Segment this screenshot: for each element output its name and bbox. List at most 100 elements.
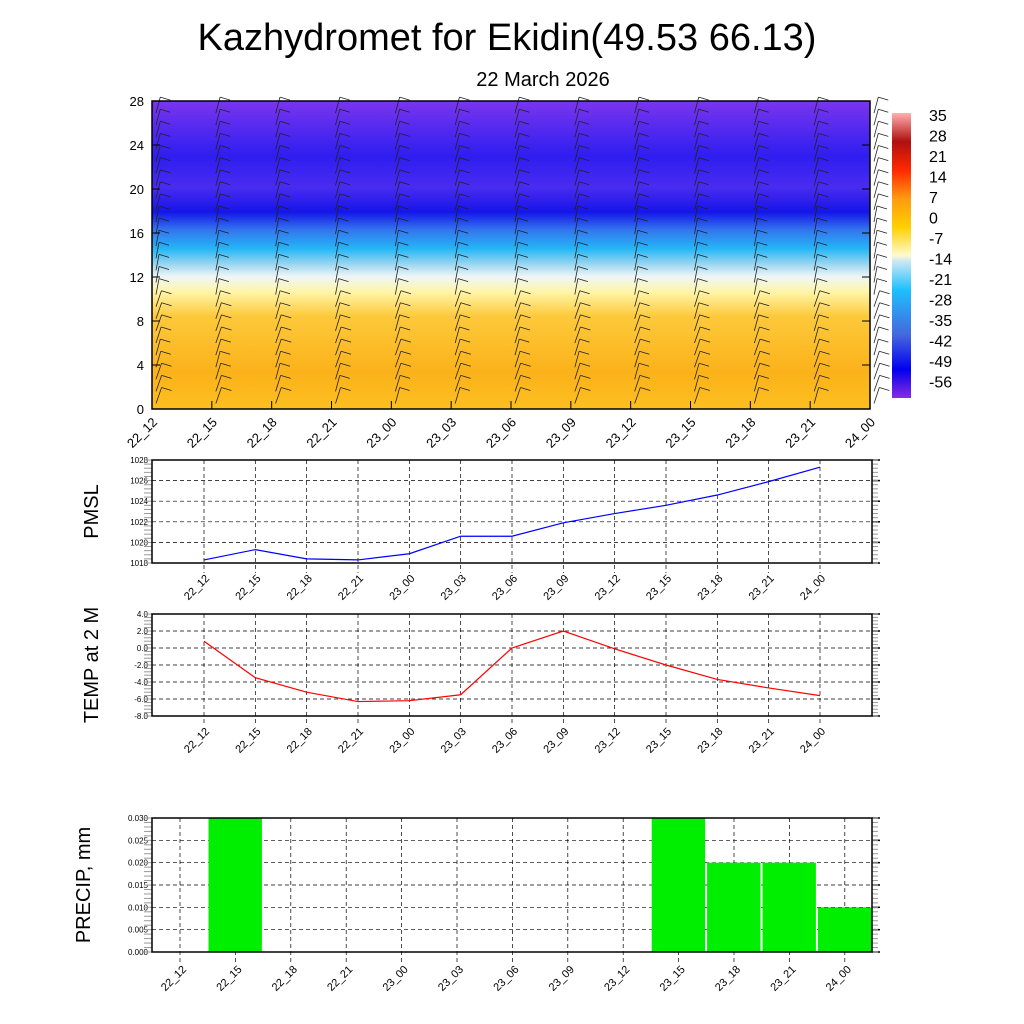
wind-barb [694,145,700,162]
wind-barb-feather [399,181,410,186]
y-tick-label: 0.020 [128,859,149,868]
wind-barb [155,290,162,307]
wind-barb [335,326,342,344]
y-tick-label: -6.0 [134,695,148,704]
wind-barb-feather [638,133,650,137]
panel-frame [151,817,873,953]
wind-barb [335,109,341,126]
wind-barb [694,387,701,404]
wind-barb-feather [161,326,172,331]
wind-barb-feather [638,362,650,367]
wind-barb-feather [637,229,648,234]
wind-barb-feather [519,169,530,174]
wind-barb [813,205,818,223]
wind-barb-feather [878,145,889,149]
wind-barb [574,278,579,295]
wind-barb [335,157,341,174]
wind-barb-feather [459,108,470,113]
wind-barb-feather [818,145,829,149]
x-tick-label: 23_09 [543,415,579,451]
wind-barb [275,290,281,307]
wind-barb-feather [158,254,170,258]
x-tick-label: 23_09 [541,726,571,756]
wind-barb-feather [339,157,350,161]
wind-barb [873,181,879,198]
wind-barb [215,205,220,223]
wind-barb-feather [818,169,829,174]
wind-barb-feather [220,120,231,125]
wind-barb-feather [698,145,709,149]
wind-barb-feather [638,120,650,125]
x-tick-label: 23_03 [439,726,469,756]
wind-barb [275,326,282,344]
wind-barb [155,242,160,259]
wind-barb-feather [400,338,412,343]
wind-barb [634,242,639,259]
wind-barb [275,109,281,126]
wind-barb [215,133,221,150]
wind-barb-feather [160,108,171,113]
wind-barb [753,96,760,114]
wind-barb-feather [458,278,469,282]
wind-barb-feather [698,157,709,161]
wind-barb-feather [879,290,890,295]
wind-barb [514,363,521,380]
wind-barb [634,278,639,295]
wind-barb [514,351,521,368]
y-axis-label: TEMP at 2 M [81,607,103,723]
wind-barb [454,133,460,150]
wind-barb [753,254,758,271]
wind-barb-feather [878,193,889,198]
wind-barb-feather [637,241,648,246]
wind-barb-feather [698,193,709,198]
colorbar-label: -21 [929,272,952,289]
wind-barb-feather [517,278,529,282]
wind-barb-feather [699,350,711,355]
wind-barb-feather [458,241,469,246]
wind-barb-feather [459,157,470,161]
wind-barb-feather [278,278,289,282]
wind-barb [753,314,760,332]
wind-barb [753,145,760,162]
wind-barb-feather [879,302,890,307]
wind-barb [275,242,280,259]
panel-frame [151,613,873,717]
wind-barb-feather [878,120,889,125]
pmsl-panel: 1018 1020 1022 1024 1026 1028 22_12 22_15 22_18 2… [81,456,880,603]
wind-barb [694,375,700,392]
x-tick-label: 22_18 [270,964,300,994]
wind-barb [514,242,519,259]
wind-barb [873,205,878,223]
wind-barb-feather [340,338,352,343]
wind-barb-feather [759,362,770,367]
wind-barb-feather [519,96,530,101]
wind-barb [873,218,878,235]
wind-barb-feather [697,205,708,210]
wind-barb-feather [817,229,828,234]
wind-barb-feather [758,193,769,198]
wind-barb [873,109,879,126]
wind-barb-feather [519,338,530,343]
wind-barb [514,96,520,114]
wind-barb [873,302,880,319]
wind-barb-feather [640,338,651,343]
y-tick-label: -2.0 [134,661,148,670]
wind-barb-feather [161,362,172,367]
wind-barb [215,96,221,114]
wind-barb-feather [339,375,350,379]
wind-barb [694,363,700,380]
wind-barb-feather [517,205,529,210]
wind-barb-feather [458,254,469,258]
wind-barb [454,96,460,114]
wind-barb [753,205,758,223]
wind-barb [574,254,579,271]
wind-barb-feather [220,169,231,174]
wind-barb [275,338,282,356]
wind-barb [454,230,459,247]
wind-barb-feather [817,254,828,258]
wind-barb [694,218,698,235]
wind-barb [215,351,221,368]
wind-barb-feather [220,96,231,101]
wind-barb [634,351,640,368]
wind-barb-feather [339,302,350,307]
